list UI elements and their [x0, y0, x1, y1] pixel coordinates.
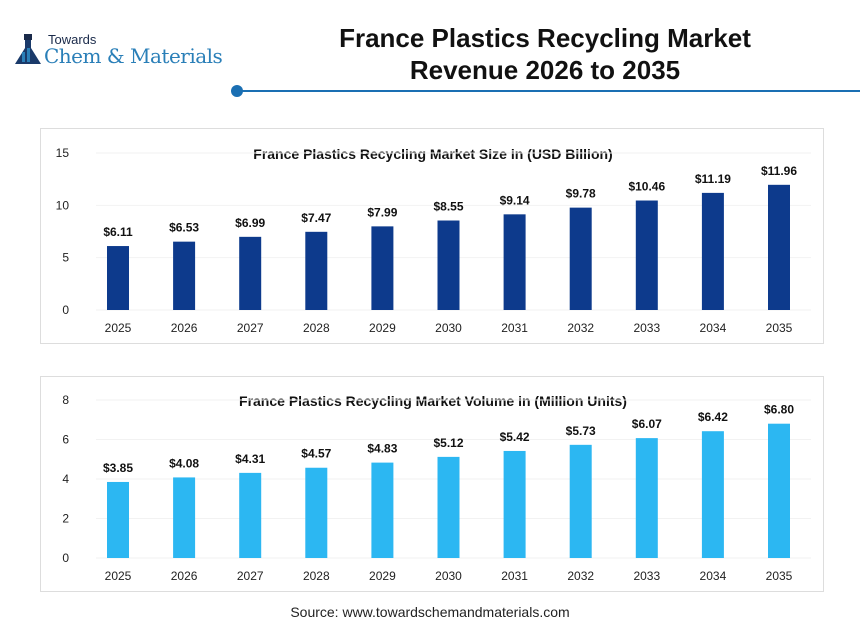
bar	[173, 241, 196, 310]
bar	[107, 481, 129, 558]
flask-icon	[15, 34, 41, 64]
bar	[768, 184, 790, 310]
bar	[107, 246, 129, 310]
x-tick-label: 2028	[303, 569, 330, 583]
bar	[635, 200, 658, 310]
y-tick-label: 0	[62, 303, 69, 317]
data-label: $7.47	[301, 211, 331, 225]
bar	[239, 472, 262, 558]
bar	[503, 214, 526, 310]
bar	[239, 236, 262, 310]
x-tick-label: 2034	[700, 321, 727, 335]
y-tick-label: 6	[62, 433, 69, 447]
data-label: $7.99	[367, 205, 397, 219]
y-tick-label: 5	[62, 251, 69, 265]
data-label: $3.85	[103, 461, 133, 475]
x-tick-label: 2034	[700, 569, 727, 583]
bar	[768, 423, 790, 558]
x-tick-label: 2035	[766, 321, 793, 335]
y-tick-label: 0	[62, 551, 69, 565]
chart-title: France Plastics Recycling Market Size in…	[253, 146, 612, 162]
data-label: $6.42	[698, 410, 728, 424]
bar	[635, 438, 658, 558]
bar	[437, 456, 460, 558]
y-tick-label: 4	[62, 472, 69, 486]
title-line-1: France Plastics Recycling Market	[339, 23, 751, 53]
data-label: $6.53	[169, 221, 199, 235]
x-tick-label: 2026	[171, 321, 198, 335]
bar	[701, 192, 724, 310]
x-tick-label: 2032	[567, 321, 594, 335]
x-tick-label: 2031	[501, 569, 528, 583]
bar	[569, 207, 592, 310]
x-tick-label: 2025	[105, 321, 132, 335]
bar	[305, 231, 328, 310]
bar	[305, 467, 328, 558]
x-tick-label: 2033	[633, 321, 660, 335]
title-divider	[237, 90, 860, 92]
source-text: Source: www.towardschemandmaterials.com	[290, 604, 570, 620]
data-label: $6.07	[632, 417, 662, 431]
x-tick-label: 2031	[501, 321, 528, 335]
data-label: $4.83	[367, 442, 397, 456]
bar	[371, 226, 394, 310]
chart-title: France Plastics Recycling Market Volume …	[239, 393, 627, 409]
x-tick-label: 2025	[105, 569, 132, 583]
volume-chart: France Plastics Recycling Market Volume …	[62, 393, 811, 583]
logo-small-text: Towards	[48, 32, 97, 47]
data-label: $8.55	[433, 200, 463, 214]
bar	[701, 431, 724, 558]
x-tick-label: 2030	[435, 569, 462, 583]
y-tick-label: 10	[56, 198, 70, 212]
data-label: $5.73	[566, 424, 596, 438]
x-tick-label: 2029	[369, 569, 396, 583]
y-tick-label: 2	[62, 512, 69, 526]
bar	[503, 450, 526, 558]
data-label: $6.11	[103, 225, 133, 239]
data-label: $9.14	[500, 193, 530, 207]
data-label: $9.78	[566, 187, 596, 201]
data-label: $4.57	[301, 447, 331, 461]
size-chart: France Plastics Recycling Market Size in…	[56, 146, 811, 335]
data-label: $10.46	[628, 180, 665, 194]
bar	[437, 220, 460, 310]
data-label: $11.96	[761, 164, 797, 178]
x-tick-label: 2033	[633, 569, 660, 583]
data-label: $6.80	[764, 403, 794, 417]
x-tick-label: 2035	[766, 569, 793, 583]
data-label: $6.99	[235, 216, 265, 230]
x-tick-label: 2032	[567, 569, 594, 583]
chart-panel-size: France Plastics Recycling Market Size in…	[40, 128, 824, 344]
x-tick-label: 2030	[435, 321, 462, 335]
page-title: France Plastics Recycling Market Revenue…	[290, 22, 800, 86]
bar	[173, 477, 196, 558]
data-label: $4.31	[235, 452, 265, 466]
chart-panel-volume: France Plastics Recycling Market Volume …	[40, 376, 824, 592]
x-tick-label: 2027	[237, 569, 264, 583]
logo-big-text: Chem & Materials	[44, 44, 223, 68]
x-tick-label: 2027	[237, 321, 264, 335]
divider-dot	[231, 85, 243, 97]
data-label: $5.42	[500, 430, 530, 444]
y-tick-label: 15	[56, 146, 70, 160]
y-tick-label: 8	[62, 393, 69, 407]
data-label: $5.12	[433, 436, 463, 450]
data-label: $4.08	[169, 456, 199, 470]
x-tick-label: 2029	[369, 321, 396, 335]
x-tick-label: 2026	[171, 569, 198, 583]
bar	[371, 462, 394, 558]
title-line-2: Revenue 2026 to 2035	[409, 55, 681, 85]
bar	[569, 444, 592, 558]
data-label: $11.19	[695, 172, 731, 186]
x-tick-label: 2028	[303, 321, 330, 335]
